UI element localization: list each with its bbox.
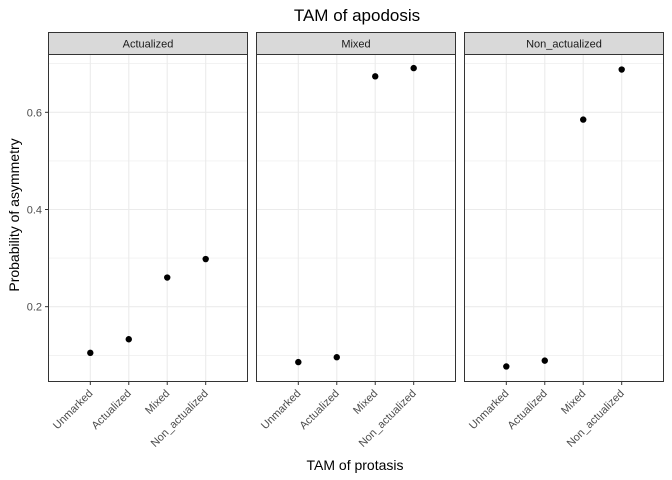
x-axis-title: TAM of protasis — [307, 457, 404, 473]
data-point — [372, 73, 379, 80]
panel-background — [48, 54, 248, 382]
facet-strip — [464, 32, 664, 55]
data-point — [618, 66, 625, 73]
x-tick-label: Actualized — [298, 388, 342, 432]
facet-strip-label: Actualized — [123, 39, 174, 51]
panel-background — [256, 54, 456, 382]
y-tick-label: 0.6 — [27, 107, 42, 119]
data-point — [202, 255, 209, 263]
chart-title: TAM of apodosis — [294, 6, 420, 25]
data-point — [410, 64, 417, 72]
y-tick-label: 0.4 — [27, 204, 42, 216]
x-tick-label: Unmarked — [51, 388, 95, 432]
data-point — [125, 336, 132, 343]
data-point — [333, 354, 340, 361]
facet-strip-label: Non_actualized — [526, 39, 602, 51]
x-tick-label: Unmarked — [467, 388, 511, 432]
x-tick-label: Actualized — [90, 388, 134, 432]
facet-strip-label: Mixed — [341, 39, 370, 51]
x-tick-label: Mixed — [351, 388, 380, 417]
x-tick-label: Actualized — [506, 388, 550, 432]
y-axis-title: Probability of asymmetry — [6, 138, 22, 291]
x-tick-label: Mixed — [559, 388, 588, 417]
y-axis: 0.2 0.4 0.6 — [27, 107, 48, 314]
x-tick-label: Unmarked — [259, 388, 303, 432]
data-point — [295, 358, 302, 366]
data-point — [541, 357, 548, 364]
facet-strip — [48, 32, 248, 55]
data-point — [580, 116, 587, 123]
data-point — [503, 363, 510, 370]
x-tick-label: Mixed — [143, 388, 172, 417]
y-tick-label: 0.2 — [27, 302, 42, 314]
data-point — [87, 349, 94, 357]
facet-strip — [256, 32, 456, 55]
panel-background — [464, 54, 664, 382]
data-point — [164, 274, 171, 281]
